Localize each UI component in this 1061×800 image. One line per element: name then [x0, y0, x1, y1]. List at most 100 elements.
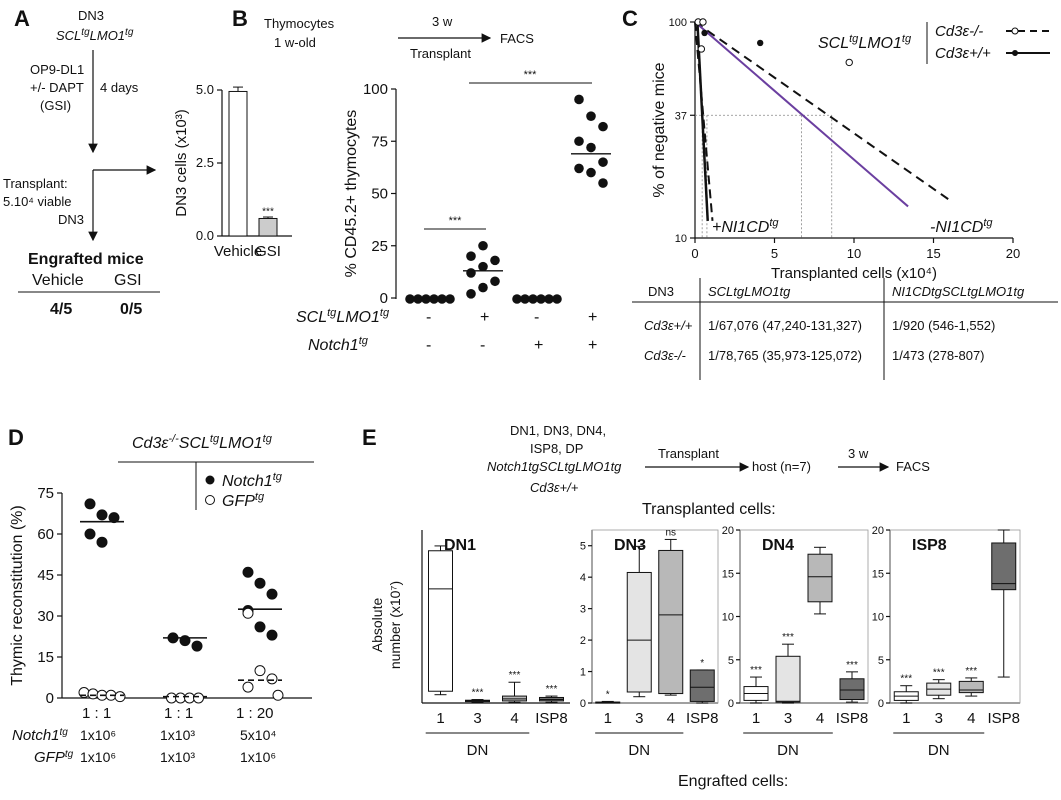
c-x-axis-label: Transplanted cells (x10⁴): [771, 265, 937, 282]
e-x-tick-label: 1: [752, 710, 760, 727]
d-y-tick-label: 0: [46, 690, 54, 707]
d-point-open: [87, 688, 99, 700]
panel-e: E DN1, DN3, DN4, ISP8, DP Notch1tgSCLtgL…: [362, 423, 1021, 790]
b-data-point: [405, 294, 415, 304]
c-series-line: [696, 21, 709, 221]
b-y-tick-label: 100: [363, 81, 388, 98]
d-row1-val-1: 1x10⁶: [80, 727, 116, 743]
e-scheme-step: Transplant: [658, 446, 719, 461]
b-row1-sign-2: +: [480, 309, 489, 326]
b-scatter-chart: 0 25 50 75 100% CD45.2+ thymocytes *** ***: [343, 69, 611, 307]
d-ratio-2: 1 : 1: [164, 705, 193, 722]
c-y-axis-label: % of negative mice: [651, 62, 668, 197]
c-point-open: [699, 18, 707, 26]
c-point-filled: [701, 29, 708, 37]
c-line-chart: 0 5 10 15 20 10 37 100 Transplanted cells (x10⁴)…: [651, 17, 1020, 282]
b-data-point: [520, 294, 530, 304]
d-point-filled: [191, 640, 203, 652]
e-significance: ***: [782, 632, 794, 643]
b-sig-label-2: ***: [524, 69, 538, 81]
c-legend-ko-marker: [1011, 27, 1019, 35]
b-row2-sign-4: +: [588, 337, 597, 354]
b-data-point: [478, 240, 488, 251]
a-transplant-l3: DN3: [58, 212, 84, 227]
e-y-tick-label: 2: [580, 635, 586, 647]
c-table-r0c2: 1/920 (546-1,552): [892, 318, 995, 333]
e-x-tick-label: ISP8: [686, 710, 719, 727]
c-table-r1c2: 1/473 (278-807): [892, 348, 985, 363]
b-data-point: [413, 294, 423, 304]
c-curve-label-plus: +NI1CDtg: [712, 217, 779, 236]
e-x-tick-label: 3: [784, 710, 792, 727]
c-x-tick-label: 0: [691, 246, 698, 261]
d-row2-val-2: 1x10³: [160, 749, 195, 765]
e-panel-title: DN3: [614, 537, 646, 554]
a-engrafted-title: Engrafted mice: [28, 251, 144, 268]
b-data-point: [478, 282, 488, 293]
e-box: [991, 542, 1017, 591]
b-row1-sign-3: -: [534, 309, 539, 326]
a-val-vehicle: 4/5: [50, 301, 72, 318]
a-col-vehicle: Vehicle: [32, 272, 84, 289]
c-table-h0: DN3: [648, 284, 674, 299]
c-legend-title: SCLtgLMO1tg: [818, 33, 912, 52]
a-y-tick-label: 2.5: [196, 155, 214, 170]
e-significance: ***: [472, 688, 484, 699]
e-x-tick-label: 1: [604, 710, 612, 727]
e-significance: *: [606, 689, 610, 700]
e-scheme-time: 3 w: [848, 446, 869, 461]
d-point-filled: [242, 566, 254, 578]
b-data-point: [586, 142, 596, 153]
b-scheme-source-l1: Thymocytes: [264, 16, 335, 31]
c-legend-ko: Cd3ε-/-: [935, 23, 983, 40]
a-x-tick-label: Vehicle: [214, 243, 262, 260]
b-y-tick-label: 50: [371, 186, 388, 203]
e-significance: ***: [933, 668, 945, 679]
b-data-point: [466, 289, 476, 299]
c-x-tick-label: 15: [926, 246, 940, 261]
e-dn-label: DN: [628, 742, 650, 759]
c-legend-wt-marker: [1012, 50, 1018, 56]
b-sig-label-1: ***: [449, 215, 463, 227]
b-y-tick-label: 25: [371, 238, 388, 255]
d-y-tick-label: 30: [37, 608, 54, 625]
a-culture-l3: (GSI): [40, 98, 71, 113]
e-dn-label: DN: [928, 742, 950, 759]
d-ratio-1: 1 : 1: [82, 705, 111, 722]
d-legend-filled: Notch1tg: [222, 471, 283, 490]
a-transplant-l2: 5.10⁴ viable: [3, 194, 71, 209]
e-y-tick-label: 20: [722, 525, 734, 537]
b-data-point: [544, 294, 554, 304]
panel-label-a: A: [14, 6, 30, 31]
e-box: [807, 553, 833, 603]
e-significance: ***: [509, 670, 521, 681]
e-y-tick-label: 5: [580, 541, 586, 553]
a-val-gsi: 0/5: [120, 301, 142, 318]
d-point-filled: [266, 588, 278, 600]
c-series-line: [694, 21, 950, 201]
b-data-point: [536, 294, 546, 304]
b-scheme-time: 3 w: [432, 14, 453, 29]
e-scheme-readout: FACS: [896, 459, 930, 474]
d-point-open: [272, 689, 284, 701]
e-significance: ***: [900, 674, 912, 685]
a-y-tick-label: 0.0: [196, 228, 214, 243]
b-data-point: [598, 178, 608, 188]
c-table-h2: NI1CDtgSCLtgLMO1tg: [892, 284, 1025, 299]
e-panel-title: DN4: [762, 537, 794, 554]
e-y-tick-label: 1: [580, 667, 586, 679]
b-scheme-step: Transplant: [410, 46, 471, 61]
e-scheme-l4: Cd3ε+/+: [530, 480, 579, 495]
e-box: [428, 550, 453, 692]
b-row2-sign-2: -: [480, 337, 485, 354]
a-duration: 4 days: [100, 80, 139, 95]
d-row1-val-3: 5x10⁴: [240, 727, 276, 743]
a-y-tick-label: 5.0: [196, 82, 214, 97]
e-y-tick-label: 0: [728, 698, 734, 710]
panel-label-c: C: [622, 6, 638, 31]
e-y-tick-label: 10: [872, 612, 884, 624]
b-data-point: [466, 268, 476, 278]
d-row2-val-1: 1x10⁶: [80, 749, 116, 765]
d-y-tick-label: 15: [37, 649, 54, 666]
d-point-filled: [266, 629, 278, 641]
